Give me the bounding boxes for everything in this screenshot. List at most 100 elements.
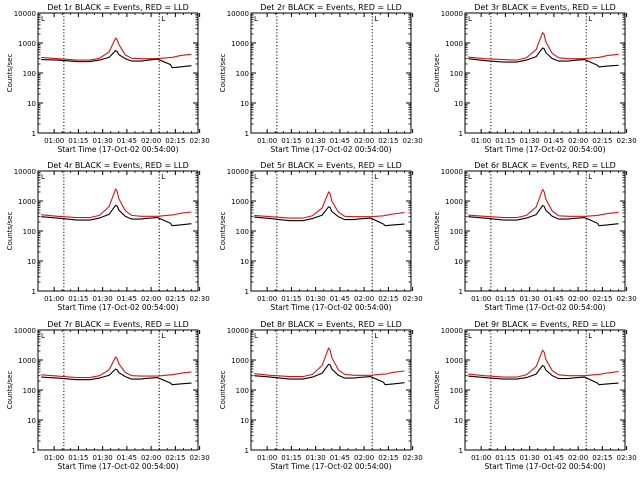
x-tick-label: 02:15 bbox=[592, 454, 612, 462]
plot-frame bbox=[464, 12, 626, 134]
y-tick-label: 10 bbox=[27, 417, 36, 425]
lld-series-line bbox=[468, 349, 619, 378]
x-tick-label: 01:15 bbox=[495, 454, 515, 462]
detector-panel-5: Det 5r BLACK = Events, RED = LLD 1 10 100 10… bbox=[219, 161, 423, 312]
x-tick-label: 02:00 bbox=[354, 295, 374, 303]
y-tick-label: 10000 bbox=[14, 10, 36, 18]
events-series-line bbox=[468, 47, 619, 68]
x-tick-label: 01:00 bbox=[257, 454, 277, 462]
y-tick-label: 10 bbox=[240, 417, 249, 425]
x-tick-label: 01:00 bbox=[471, 454, 491, 462]
x-tick-label: 01:45 bbox=[330, 137, 350, 145]
x-axis-label: Start Time (17-Oct-02 00:54:00) bbox=[57, 303, 178, 312]
x-axis-label: Start Time (17-Oct-02 00:54:00) bbox=[57, 462, 178, 471]
events-series-line bbox=[468, 364, 619, 386]
x-tick-label: 02:00 bbox=[354, 454, 374, 462]
events-series-line bbox=[254, 206, 405, 227]
y-tick-label: 10 bbox=[27, 258, 36, 266]
detector-panel-2: Det 2r BLACK = Events, RED = LLD 1 10 100 10… bbox=[219, 3, 423, 154]
x-tick-label: 01:45 bbox=[544, 137, 564, 145]
x-tick-label: 01:00 bbox=[257, 295, 277, 303]
y-tick-label: 10000 bbox=[227, 10, 249, 18]
y-tick-label: 1000 bbox=[18, 40, 36, 48]
x-axis-label: Start Time (17-Oct-02 00:54:00) bbox=[484, 303, 605, 312]
lld-series-line bbox=[41, 356, 192, 379]
y-tick-label: 1 bbox=[32, 447, 36, 455]
plot-frame bbox=[37, 12, 199, 134]
x-tick-label: 02:15 bbox=[592, 137, 612, 145]
plot-frame bbox=[250, 12, 412, 134]
x-tick-label: 01:00 bbox=[257, 137, 277, 145]
x-tick-label: 02:00 bbox=[568, 454, 588, 462]
x-tick-label: 01:45 bbox=[117, 454, 137, 462]
y-tick-label: 10 bbox=[240, 100, 249, 108]
y-tick-label: 1 bbox=[459, 288, 463, 296]
y-tick-label: 1 bbox=[245, 288, 249, 296]
x-tick-label: 02:15 bbox=[165, 295, 185, 303]
x-tick-label: 01:30 bbox=[306, 454, 326, 462]
y-tick-label: 100 bbox=[23, 387, 36, 395]
y-tick-label: 1000 bbox=[231, 357, 249, 365]
panel-title: Det 4r BLACK = Events, RED = LLD bbox=[47, 161, 189, 170]
lld-series-line bbox=[468, 188, 619, 219]
y-tick-label: 1 bbox=[459, 447, 463, 455]
x-tick-label: 01:45 bbox=[117, 295, 137, 303]
header-mark-left: L bbox=[468, 15, 472, 23]
x-tick-label: 01:45 bbox=[544, 295, 564, 303]
x-tick-label: 01:30 bbox=[93, 295, 113, 303]
events-series-line bbox=[468, 204, 619, 227]
x-tick-label: 01:15 bbox=[495, 137, 515, 145]
x-tick-label: 01:15 bbox=[68, 454, 88, 462]
panel-title: Det 5r BLACK = Events, RED = LLD bbox=[260, 161, 402, 170]
x-tick-label: 02:15 bbox=[165, 137, 185, 145]
x-tick-label: 02:30 bbox=[190, 454, 210, 462]
y-axis-label: Counts/sec bbox=[433, 371, 441, 410]
y-tick-label: 10 bbox=[27, 100, 36, 108]
x-tick-label: 02:00 bbox=[354, 137, 374, 145]
y-tick-label: 1000 bbox=[18, 357, 36, 365]
y-axis-label: Counts/sec bbox=[219, 54, 227, 93]
y-tick-label: 1000 bbox=[231, 40, 249, 48]
detector-panel-6: Det 6r BLACK = Events, RED = LLD 1 10 100 10… bbox=[433, 161, 637, 312]
y-tick-label: 100 bbox=[23, 70, 36, 78]
panel-title: Det 1r BLACK = Events, RED = LLD bbox=[47, 3, 189, 12]
y-tick-label: 1000 bbox=[231, 198, 249, 206]
x-tick-label: 02:30 bbox=[617, 295, 637, 303]
x-tick-label: 02:30 bbox=[403, 454, 423, 462]
plot-frame bbox=[250, 170, 412, 292]
x-tick-label: 01:15 bbox=[281, 454, 301, 462]
y-axis-label: Counts/sec bbox=[219, 212, 227, 251]
y-tick-label: 100 bbox=[236, 387, 249, 395]
header-mark-right: L bbox=[374, 173, 378, 181]
detector-panel-8: Det 8r BLACK = Events, RED = LLD 1 10 100 10… bbox=[219, 320, 423, 471]
header-mark-right: L bbox=[588, 332, 592, 340]
x-tick-label: 01:45 bbox=[544, 454, 564, 462]
y-tick-label: 1000 bbox=[445, 40, 463, 48]
header-mark-left: L bbox=[468, 173, 472, 181]
panel-title: Det 6r BLACK = Events, RED = LLD bbox=[474, 161, 616, 170]
x-tick-label: 01:00 bbox=[471, 137, 491, 145]
panel-title: Det 2r BLACK = Events, RED = LLD bbox=[260, 3, 402, 12]
header-mark-right: L bbox=[374, 332, 378, 340]
x-axis-label: Start Time (17-Oct-02 00:54:00) bbox=[484, 462, 605, 471]
x-tick-label: 02:00 bbox=[568, 295, 588, 303]
y-axis-label: Counts/sec bbox=[6, 371, 14, 410]
x-tick-label: 01:30 bbox=[306, 137, 326, 145]
y-tick-label: 10 bbox=[454, 100, 463, 108]
panel-title: Det 9r BLACK = Events, RED = LLD bbox=[474, 320, 616, 329]
x-tick-label: 02:30 bbox=[617, 454, 637, 462]
y-tick-label: 10000 bbox=[14, 327, 36, 335]
x-axis-label: Start Time (17-Oct-02 00:54:00) bbox=[270, 145, 391, 154]
x-axis-label: Start Time (17-Oct-02 00:54:00) bbox=[270, 303, 391, 312]
plot-frame bbox=[464, 170, 626, 292]
y-tick-label: 1000 bbox=[445, 198, 463, 206]
x-tick-label: 01:45 bbox=[330, 454, 350, 462]
detector-panel-7: Det 7r BLACK = Events, RED = LLD 1 10 100 10… bbox=[6, 320, 210, 471]
x-tick-label: 02:15 bbox=[378, 454, 398, 462]
detector-panel-1: Det 1r BLACK = Events, RED = LLD 1 10 100 10… bbox=[6, 3, 210, 154]
panel-title: Det 7r BLACK = Events, RED = LLD bbox=[47, 320, 189, 329]
y-axis-label: Counts/sec bbox=[433, 212, 441, 251]
x-tick-label: 01:15 bbox=[495, 295, 515, 303]
plot-frame bbox=[250, 329, 412, 451]
